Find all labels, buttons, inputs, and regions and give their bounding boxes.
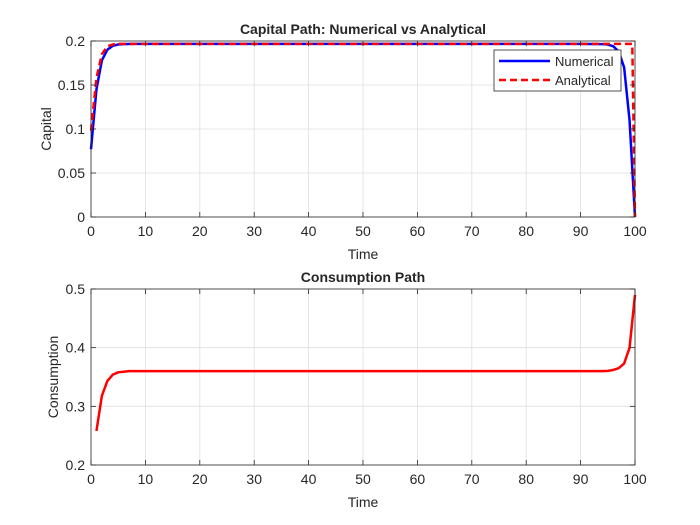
capital-y-tick-label: 0.1 <box>66 121 86 137</box>
capital-chart-title: Capital Path: Numerical vs Analytical <box>240 21 486 37</box>
consumption-ticks: 0 10 20 30 40 50 60 70 80 90 100 0.2 0.3 0.4 0.5 <box>66 281 647 487</box>
capital-ticks: 0 10 20 30 40 50 60 70 80 90 100 0 0.05 0.1 0.15 0.2 <box>58 33 647 239</box>
consumption-x-tick-label: 80 <box>518 471 534 487</box>
legend-box <box>493 49 622 92</box>
consumption-series-line-0 <box>95 294 637 432</box>
capital-x-tick-label: 0 <box>87 223 95 239</box>
capital-x-tick-label: 100 <box>623 223 647 239</box>
consumption-chart: 0 10 20 30 40 50 60 70 80 90 100 0.2 0.3 0.4 0.5 Consu… <box>45 269 647 510</box>
capital-x-tick-label: 50 <box>355 223 371 239</box>
consumption-x-tick-label: 60 <box>410 471 426 487</box>
capital-x-tick-label: 20 <box>192 223 208 239</box>
consumption-y-tick-label: 0.4 <box>66 340 86 356</box>
capital-series-line-analytical <box>89 42 637 218</box>
capital-series <box>89 42 637 218</box>
capital-x-tick-label: 40 <box>301 223 317 239</box>
capital-y-tick-label: 0.05 <box>58 165 85 181</box>
capital-series-line-numerical <box>89 42 637 218</box>
consumption-x-tick-label: 50 <box>355 471 371 487</box>
consumption-y-tick-label: 0.3 <box>66 398 86 414</box>
consumption-series <box>95 294 637 432</box>
consumption-y-tick-label: 0.5 <box>66 281 86 297</box>
consumption-x-tick-label: 90 <box>573 471 589 487</box>
capital-y-tick-label: 0.2 <box>66 33 86 49</box>
consumption-x-tick-label: 0 <box>87 471 95 487</box>
capital-x-tick-label: 10 <box>138 223 154 239</box>
consumption-x-tick-label: 40 <box>301 471 317 487</box>
consumption-x-tick-label: 20 <box>192 471 208 487</box>
consumption-y-tick-label: 0.2 <box>66 457 86 473</box>
capital-x-tick-label: 30 <box>246 223 262 239</box>
consumption-x-tick-label: 10 <box>138 471 154 487</box>
legend-label-numerical: Numerical <box>555 54 614 69</box>
capital-legend: Numerical Analytical <box>493 49 622 92</box>
capital-x-tick-label: 60 <box>410 223 426 239</box>
capital-y-tick-label: 0 <box>77 209 85 225</box>
consumption-x-tick-label: 70 <box>464 471 480 487</box>
consumption-chart-title: Consumption Path <box>301 269 425 285</box>
legend-label-analytical: Analytical <box>555 73 611 88</box>
capital-x-tick-label: 80 <box>518 223 534 239</box>
capital-chart: 0 10 20 30 40 50 60 70 80 90 100 0 0.05 0.1 0.15 0.2 Ca… <box>38 21 647 262</box>
consumption-x-tick-label: 100 <box>623 471 647 487</box>
capital-x-tick-label: 90 <box>573 223 589 239</box>
consumption-y-axis-label: Consumption <box>45 336 61 419</box>
capital-x-tick-label: 70 <box>464 223 480 239</box>
consumption-x-axis-label: Time <box>348 494 379 510</box>
capital-y-tick-label: 0.15 <box>58 77 85 93</box>
capital-y-axis-label: Capital <box>38 107 54 151</box>
consumption-x-tick-label: 30 <box>246 471 262 487</box>
capital-x-axis-label: Time <box>348 246 379 262</box>
